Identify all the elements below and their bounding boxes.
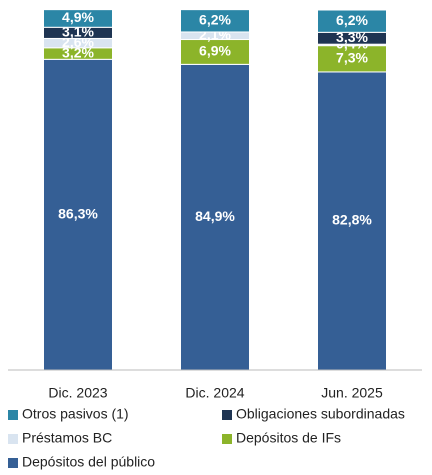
legend-swatch (8, 458, 18, 468)
legend-label: Obligaciones subordinadas (236, 406, 405, 422)
x-tick-label: Dic. 2024 (185, 385, 244, 401)
bar-segment (180, 63, 250, 371)
value-label: 6,9% (199, 43, 231, 59)
value-label: 6,2% (336, 12, 368, 28)
value-label: 84,9% (195, 208, 235, 224)
value-label: 6,2% (199, 12, 231, 28)
bar-segment (317, 9, 387, 33)
x-tick-label: Jun. 2025 (321, 385, 383, 401)
value-label: 82,8% (332, 212, 372, 228)
value-label: 3,3% (336, 29, 368, 45)
bar-segment (43, 58, 113, 371)
bar-segment (317, 45, 387, 73)
legend-swatch (222, 410, 232, 420)
bar-segment (43, 9, 113, 28)
value-label: 86,3% (58, 205, 98, 221)
legend-swatch (8, 434, 18, 444)
x-tick-label: Dic. 2023 (48, 385, 107, 401)
legend-swatch (8, 410, 18, 420)
legend-swatch (222, 434, 232, 444)
value-label: 4,9% (62, 9, 94, 25)
legend-label: Depósitos de IFs (236, 430, 341, 446)
bar-segment (180, 39, 250, 65)
value-label: 7,3% (336, 49, 368, 65)
legend-label: Préstamos BC (22, 430, 112, 446)
legend-label: Depósitos del público (22, 454, 155, 470)
bar-segment (180, 9, 250, 33)
legend-label: Otros pasivos (1) (22, 406, 129, 422)
